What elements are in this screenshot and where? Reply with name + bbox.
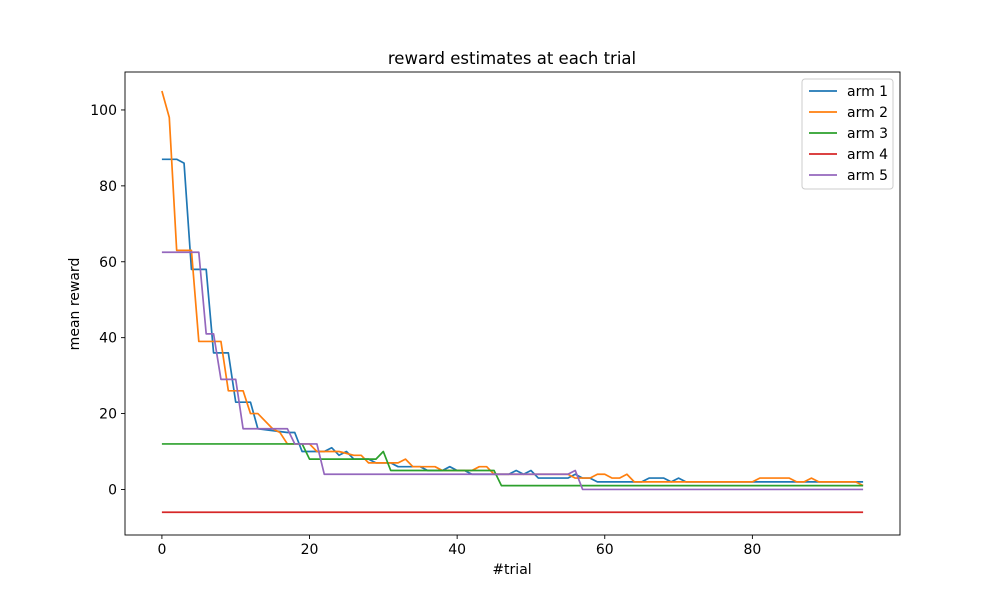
y-axis-label: mean reward bbox=[67, 258, 83, 351]
legend: arm 1 arm 2 arm 3 arm 4 arm 5 bbox=[801, 78, 894, 190]
series-line-arm-1 bbox=[161, 158, 864, 483]
y-tick-label: 80 bbox=[99, 179, 117, 195]
legend-label-arm-5: arm 5 bbox=[847, 168, 888, 184]
chart-title: reward estimates at each trial bbox=[388, 49, 636, 68]
y-tick-label: 0 bbox=[108, 482, 117, 498]
axes: 0 20 40 60 80 0 20 40 60 80 100 bbox=[90, 103, 761, 558]
y-tick-label: 100 bbox=[90, 103, 117, 119]
legend-box bbox=[801, 78, 894, 190]
series-layer bbox=[161, 90, 864, 514]
y-tick-label: 20 bbox=[99, 407, 117, 423]
y-tick-label: 60 bbox=[99, 255, 117, 271]
y-tick-label: 40 bbox=[99, 331, 117, 347]
legend-label-arm-2: arm 2 bbox=[847, 105, 888, 121]
x-tick-label: 40 bbox=[448, 542, 466, 558]
legend-label-arm-3: arm 3 bbox=[847, 126, 888, 142]
plot-area bbox=[125, 72, 900, 535]
legend-label-arm-1: arm 1 bbox=[847, 84, 888, 100]
series-line-arm-5 bbox=[161, 251, 864, 491]
x-tick-label: 0 bbox=[157, 542, 166, 558]
x-axis-label: #trial bbox=[492, 562, 531, 578]
series-line-arm-2 bbox=[161, 90, 864, 487]
x-tick-label: 80 bbox=[743, 542, 761, 558]
x-tick-label: 60 bbox=[596, 542, 614, 558]
x-tick-label: 20 bbox=[301, 542, 319, 558]
plot-frame bbox=[124, 71, 901, 536]
legend-label-arm-4: arm 4 bbox=[847, 147, 888, 163]
